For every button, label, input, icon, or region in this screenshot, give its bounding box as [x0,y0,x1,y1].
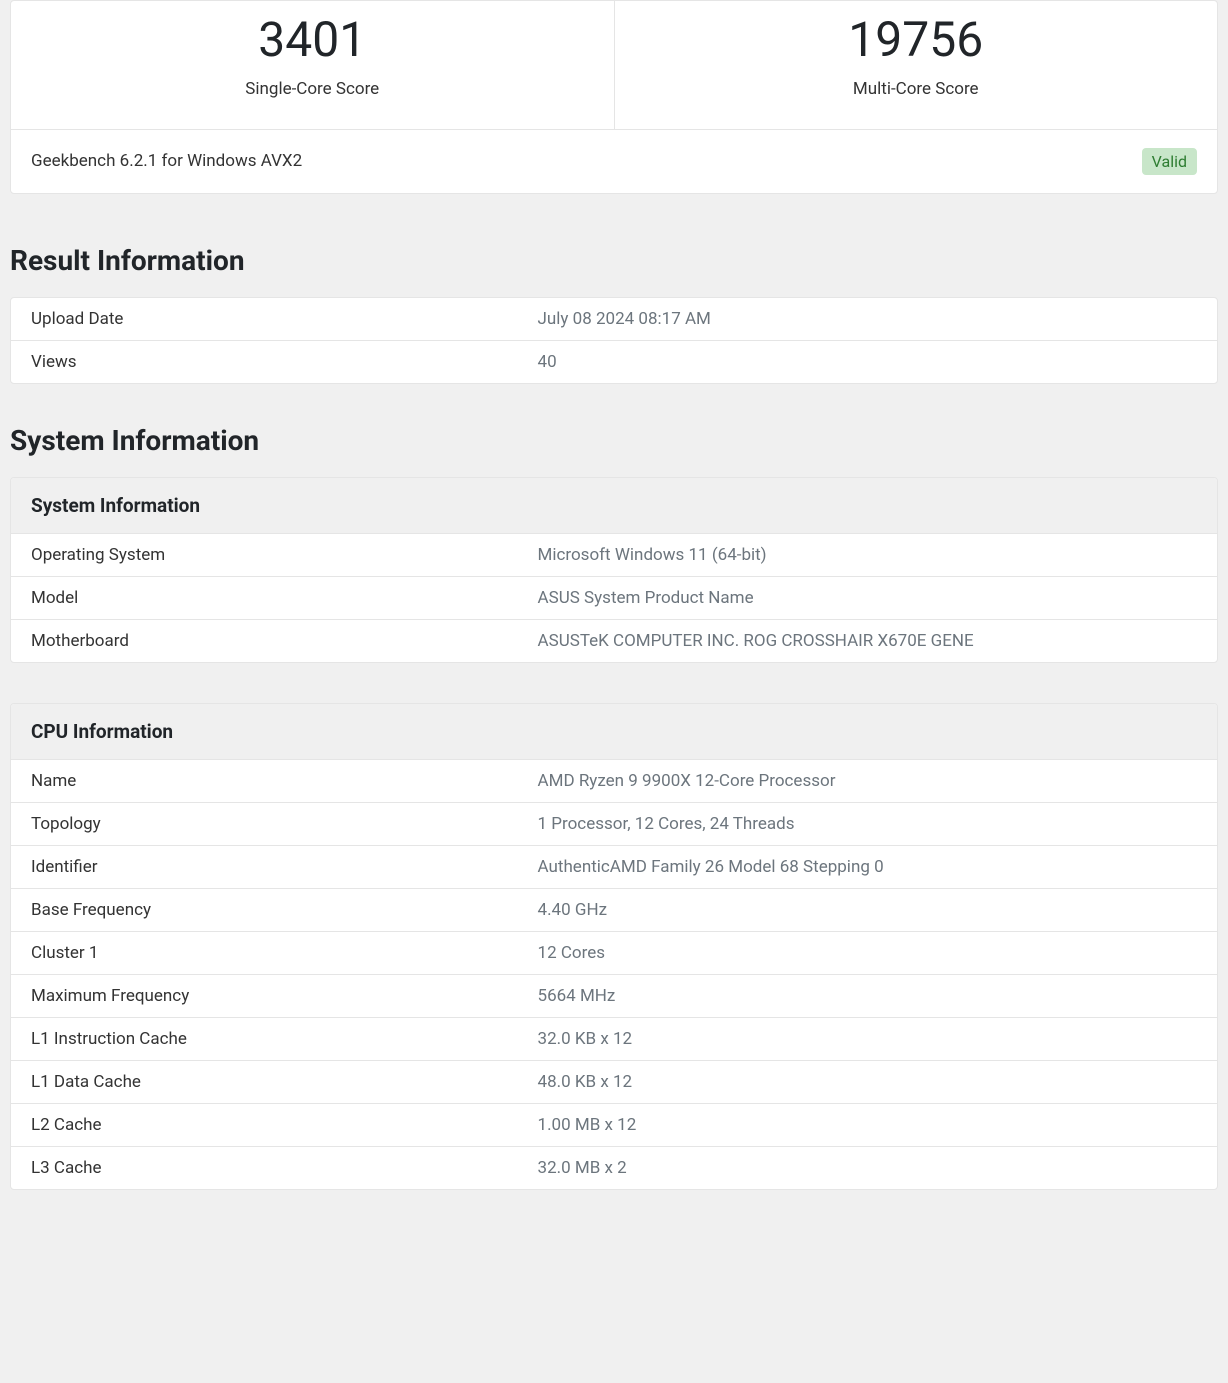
row-label: Base Frequency [11,888,518,931]
result-info-card: Upload DateJuly 08 2024 08:17 AMViews40 [10,297,1218,384]
row-label: Topology [11,802,518,845]
table-row: NameAMD Ryzen 9 9900X 12-Core Processor [11,759,1217,802]
multi-core-value: 19756 [635,11,1198,69]
row-value: 5664 MHz [518,974,1217,1017]
cpu-info-table: CPU Information NameAMD Ryzen 9 9900X 12… [11,704,1217,1189]
table-row: L1 Instruction Cache32.0 KB x 12 [11,1017,1217,1060]
row-value: AuthenticAMD Family 26 Model 68 Stepping… [518,845,1217,888]
row-label: Upload Date [11,298,518,341]
row-value: 32.0 KB x 12 [518,1017,1217,1060]
row-label: L1 Instruction Cache [11,1017,518,1060]
score-row: 3401 Single-Core Score 19756 Multi-Core … [11,1,1217,130]
table-row: Upload DateJuly 08 2024 08:17 AM [11,298,1217,341]
table-row: IdentifierAuthenticAMD Family 26 Model 6… [11,845,1217,888]
multi-core-label: Multi-Core Score [635,79,1198,99]
single-core-value: 3401 [31,11,594,69]
row-label: Views [11,340,518,383]
row-label: Maximum Frequency [11,974,518,1017]
system-info-table-header: System Information [11,478,1217,534]
row-label: Name [11,759,518,802]
table-row: Base Frequency4.40 GHz [11,888,1217,931]
row-label: L3 Cache [11,1146,518,1189]
cpu-info-card: CPU Information NameAMD Ryzen 9 9900X 12… [10,703,1218,1190]
row-value: AMD Ryzen 9 9900X 12-Core Processor [518,759,1217,802]
table-row: Views40 [11,340,1217,383]
table-row: Topology1 Processor, 12 Cores, 24 Thread… [11,802,1217,845]
system-info-card: System Information Operating SystemMicro… [10,477,1218,663]
version-text: Geekbench 6.2.1 for Windows AVX2 [31,151,302,171]
table-row: L1 Data Cache48.0 KB x 12 [11,1060,1217,1103]
row-label: Model [11,576,518,619]
row-label: Cluster 1 [11,931,518,974]
table-row: ModelASUS System Product Name [11,576,1217,619]
valid-badge: Valid [1142,148,1197,175]
row-value: ASUS System Product Name [518,576,1217,619]
row-value: July 08 2024 08:17 AM [518,298,1217,341]
row-label: L2 Cache [11,1103,518,1146]
multi-core-cell: 19756 Multi-Core Score [615,1,1218,129]
row-value: 1 Processor, 12 Cores, 24 Threads [518,802,1217,845]
row-label: Identifier [11,845,518,888]
cpu-info-table-header: CPU Information [11,704,1217,760]
table-row: L3 Cache32.0 MB x 2 [11,1146,1217,1189]
result-info-table: Upload DateJuly 08 2024 08:17 AMViews40 [11,298,1217,383]
row-label: Motherboard [11,619,518,662]
row-value: 40 [518,340,1217,383]
table-row: Operating SystemMicrosoft Windows 11 (64… [11,533,1217,576]
row-value: Microsoft Windows 11 (64-bit) [518,533,1217,576]
row-value: 1.00 MB x 12 [518,1103,1217,1146]
system-info-heading: System Information [10,424,1218,457]
table-row: Cluster 112 Cores [11,931,1217,974]
table-row: Maximum Frequency5664 MHz [11,974,1217,1017]
row-value: 12 Cores [518,931,1217,974]
result-info-heading: Result Information [10,244,1218,277]
row-value: 32.0 MB x 2 [518,1146,1217,1189]
system-info-table: System Information Operating SystemMicro… [11,478,1217,662]
version-row: Geekbench 6.2.1 for Windows AVX2 Valid [11,130,1217,193]
row-value: ASUSTeK COMPUTER INC. ROG CROSSHAIR X670… [518,619,1217,662]
single-core-cell: 3401 Single-Core Score [11,1,615,129]
table-row: MotherboardASUSTeK COMPUTER INC. ROG CRO… [11,619,1217,662]
score-card: 3401 Single-Core Score 19756 Multi-Core … [10,0,1218,194]
row-value: 4.40 GHz [518,888,1217,931]
row-value: 48.0 KB x 12 [518,1060,1217,1103]
single-core-label: Single-Core Score [31,79,594,99]
row-label: Operating System [11,533,518,576]
row-label: L1 Data Cache [11,1060,518,1103]
table-row: L2 Cache1.00 MB x 12 [11,1103,1217,1146]
